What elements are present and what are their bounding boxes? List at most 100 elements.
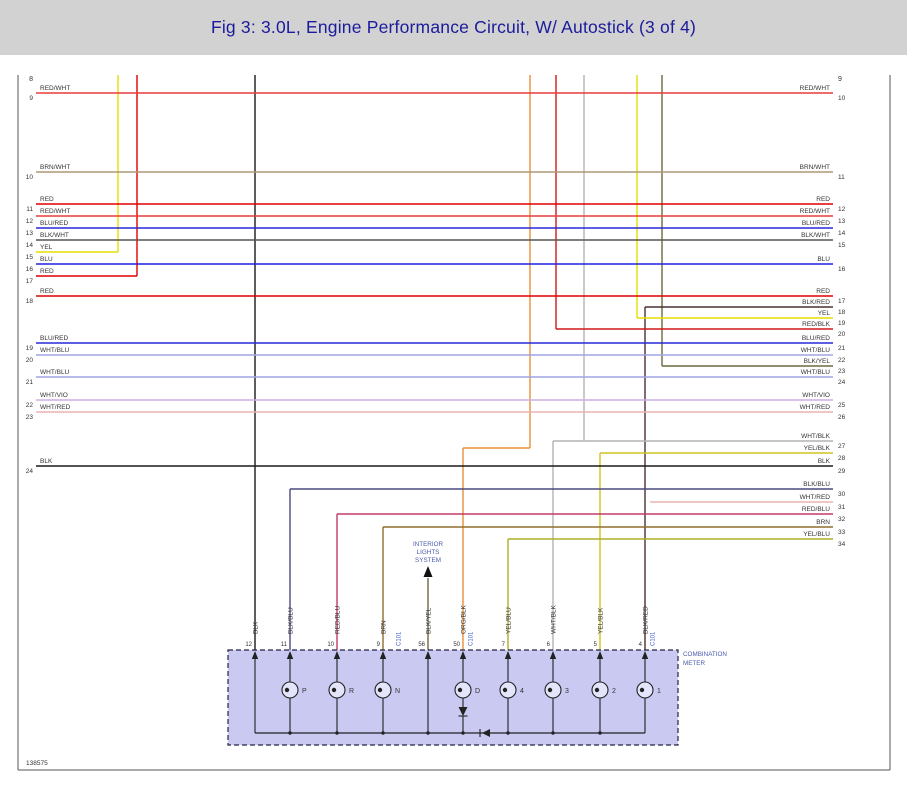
- pin-number: 27: [838, 443, 846, 450]
- pin-number: 16: [26, 266, 34, 273]
- wire-label: RED/WHT: [40, 208, 70, 215]
- pin-number: 11: [281, 642, 288, 648]
- indicator-lamp: [374, 681, 392, 699]
- wire-label: RED: [816, 288, 830, 295]
- wire-label: RED/WHT: [800, 208, 830, 215]
- lamp-label: D: [475, 688, 480, 695]
- combination-meter-box: [227, 649, 679, 746]
- pin-number: 19: [26, 345, 34, 352]
- wire-label: BRN: [816, 519, 830, 526]
- wire-label: WHT/BLK: [551, 604, 558, 634]
- pin-number: 12: [245, 642, 252, 648]
- pin-number: 9: [838, 76, 842, 83]
- interior-lights-label: LIGHTS: [417, 549, 440, 556]
- diode-icon: [482, 729, 490, 737]
- wire-label: RED: [40, 196, 54, 203]
- page-title: Fig 3: 3.0L, Engine Performance Circuit,…: [210, 17, 697, 37]
- pin-number: 13: [838, 218, 846, 225]
- combination-meter-label: METER: [683, 660, 705, 667]
- pin-number: 15: [26, 254, 34, 261]
- pin-number: 24: [26, 468, 34, 475]
- wire-label: BLK/BLU: [803, 481, 830, 488]
- lamp-label: R: [349, 688, 354, 695]
- pin-number: 12: [26, 218, 34, 225]
- entry-arrow-icon: [596, 651, 604, 659]
- pin-number: 25: [838, 402, 846, 409]
- entry-arrow-icon: [459, 651, 467, 659]
- wire-label: BLU: [817, 256, 830, 263]
- wire-label: WHT/BLU: [801, 347, 831, 354]
- lamp-filament-icon: [377, 687, 383, 693]
- pin-number: 10: [838, 95, 846, 102]
- entry-arrow-icon: [424, 651, 432, 659]
- pin-number: 28: [838, 455, 846, 462]
- wire-label: YEL/BLU: [803, 531, 830, 538]
- pin-number: 18: [838, 309, 846, 316]
- junction-dot: [598, 731, 602, 735]
- pin-number: 6: [547, 642, 551, 648]
- wire-label: WHT/BLU: [801, 369, 831, 376]
- lamp-label: N: [395, 688, 400, 695]
- indicator-lamp: [636, 681, 654, 699]
- wire-label: YEL/BLK: [598, 607, 605, 634]
- pin-number: 21: [838, 345, 846, 352]
- wire-label: YEL: [818, 310, 831, 317]
- pin-number: 9: [377, 642, 381, 648]
- pin-number: 29: [838, 468, 846, 475]
- pin-number: 8: [29, 76, 33, 83]
- wire-label: BRN: [381, 620, 388, 634]
- wire-label: WHT/RED: [800, 404, 831, 411]
- entry-arrow-icon: [549, 651, 557, 659]
- pin-number: 14: [838, 230, 846, 237]
- connector-label: C101: [397, 631, 403, 646]
- wire-label: RED/BLU: [802, 506, 830, 513]
- wire-label: BLU/RED: [802, 220, 830, 227]
- wire-label: WHT/BLU: [40, 369, 70, 376]
- junction-dot: [335, 731, 339, 735]
- wire-label: RED: [40, 288, 54, 295]
- wire-label: ORG/BLK: [461, 604, 468, 634]
- wire-label: BLK/WHT: [801, 232, 830, 239]
- pin-number: 10: [26, 174, 34, 181]
- wire-label: RED/WHT: [40, 85, 70, 92]
- junction-dot: [461, 731, 465, 735]
- wire-label: YEL/BLU: [506, 607, 513, 634]
- wire-label: WHT/BLU: [40, 347, 70, 354]
- wire-label: BLK/RED: [643, 606, 650, 634]
- pin-number: 18: [26, 298, 34, 305]
- wire-label: BLK/YEL: [426, 607, 433, 634]
- lamp-filament-icon: [502, 687, 508, 693]
- pin-number: 26: [838, 414, 846, 421]
- pin-number: 33: [838, 529, 846, 536]
- diode-icon: [458, 707, 468, 716]
- title-bar: Fig 3: 3.0L, Engine Performance Circuit,…: [0, 0, 907, 55]
- entry-arrow-icon: [286, 651, 294, 659]
- wire-label: BLK/YEL: [804, 358, 831, 365]
- lamp-filament-icon: [547, 687, 553, 693]
- entry-arrow-icon: [504, 651, 512, 659]
- indicator-lamp: [499, 681, 517, 699]
- pin-number: 31: [838, 504, 846, 511]
- pin-number: 15: [838, 242, 846, 249]
- pin-number: 14: [26, 242, 34, 249]
- pin-number: 34: [838, 541, 846, 548]
- indicator-lamp: [591, 681, 609, 699]
- wire-label: RED/BLU: [335, 606, 342, 634]
- pin-number: 7: [502, 642, 506, 648]
- wire-label: RED: [40, 268, 54, 275]
- wire-label: BLK/RED: [802, 299, 830, 306]
- wire-label: WHT/BLK: [801, 433, 831, 440]
- pin-number: 13: [26, 230, 34, 237]
- wire-label: RED/BLK: [802, 321, 830, 328]
- pin-number: 32: [838, 516, 846, 523]
- pin-number: 4: [639, 642, 643, 648]
- indicator-lamp: [544, 681, 562, 699]
- wire-label: BLU/RED: [802, 335, 830, 342]
- connector-label: C101: [651, 631, 657, 646]
- lamp-filament-icon: [331, 687, 337, 693]
- indicator-lamp: [281, 681, 299, 699]
- connector-label: C101: [469, 631, 475, 646]
- combination-meter-label: COMBINATION: [683, 651, 727, 658]
- junction-dot: [426, 731, 430, 735]
